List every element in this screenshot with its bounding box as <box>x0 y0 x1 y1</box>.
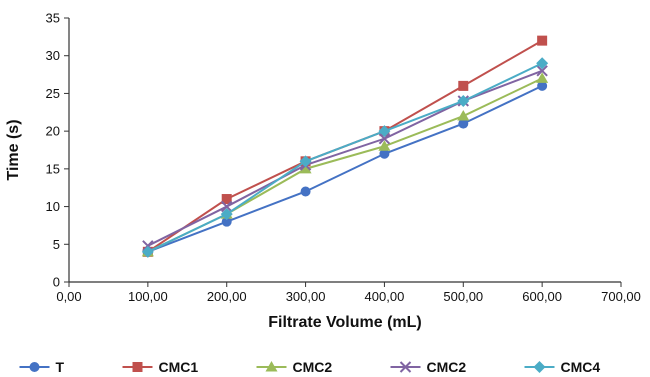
data-point <box>536 65 548 77</box>
data-point <box>299 162 312 174</box>
data-point <box>221 194 232 205</box>
series-line <box>147 77 543 253</box>
legend-marker <box>399 361 412 373</box>
legend-label: CMC2 <box>427 359 467 375</box>
legend-item: CMC4 <box>524 359 601 375</box>
x-tick-label: 400,00 <box>365 289 405 304</box>
x-axis-title: Filtrate Volume (mL) <box>268 314 422 331</box>
y-tick-label: 30 <box>46 48 60 63</box>
legend-marker <box>29 362 40 372</box>
data-point <box>457 94 470 107</box>
legend-item: CMC2 <box>256 359 333 375</box>
series-line <box>147 69 543 247</box>
y-tick-label: 20 <box>46 124 60 139</box>
legend: T CMC1 CMC2 CMC2 CMC4 <box>19 359 601 375</box>
data-point <box>299 155 312 168</box>
x-tick-label: 100,00 <box>128 289 168 304</box>
legend-label: CMC4 <box>561 359 601 375</box>
data-point <box>537 80 548 91</box>
data-point <box>458 118 469 129</box>
y-tick-label: 25 <box>46 86 60 101</box>
data-point <box>221 216 232 227</box>
data-point <box>536 57 549 70</box>
legend-marker <box>265 361 278 372</box>
data-point <box>537 35 548 46</box>
x-tick-label: 500,00 <box>443 289 483 304</box>
series-group <box>141 35 549 258</box>
x-ticks: 0,00 100,00 200,00 300,00 400,00 500,00 600,00… <box>56 282 641 304</box>
series-line <box>147 84 543 253</box>
series-4 <box>141 57 549 258</box>
y-axis-title: Time (s) <box>5 119 22 180</box>
axes <box>68 18 621 283</box>
x-tick-label: 700,00 <box>601 289 641 304</box>
legend-label: T <box>56 359 65 375</box>
y-tick-label: 10 <box>46 199 60 214</box>
legend-label: CMC2 <box>293 359 333 375</box>
legend-label: CMC1 <box>159 359 199 375</box>
legend-item: T <box>19 359 65 375</box>
data-point <box>378 125 391 138</box>
data-point <box>378 132 391 145</box>
data-point <box>378 140 391 151</box>
y-tick-label: 35 <box>46 11 60 26</box>
data-point <box>458 80 469 91</box>
data-point <box>379 148 390 159</box>
y-ticks: 0 5 10 15 20 25 30 35 <box>46 11 69 290</box>
legend-item: CMC2 <box>390 359 467 375</box>
data-point <box>536 72 549 83</box>
data-point <box>300 186 311 197</box>
y-tick-label: 15 <box>46 161 60 176</box>
legend-item: CMC1 <box>122 359 199 375</box>
y-tick-label: 5 <box>53 237 60 252</box>
x-tick-label: 200,00 <box>207 289 247 304</box>
data-point <box>220 208 233 221</box>
data-point <box>141 245 154 258</box>
x-tick-label: 600,00 <box>522 289 562 304</box>
x-tick-label: 0,00 <box>56 289 81 304</box>
series-2 <box>141 72 549 257</box>
legend-marker <box>533 361 546 373</box>
data-point <box>221 200 233 213</box>
legend-marker <box>132 362 143 372</box>
series-line <box>147 62 543 253</box>
x-tick-label: 300,00 <box>286 289 326 304</box>
y-tick-label: 0 <box>53 275 60 290</box>
series-0 <box>142 80 548 257</box>
data-point <box>457 110 470 121</box>
